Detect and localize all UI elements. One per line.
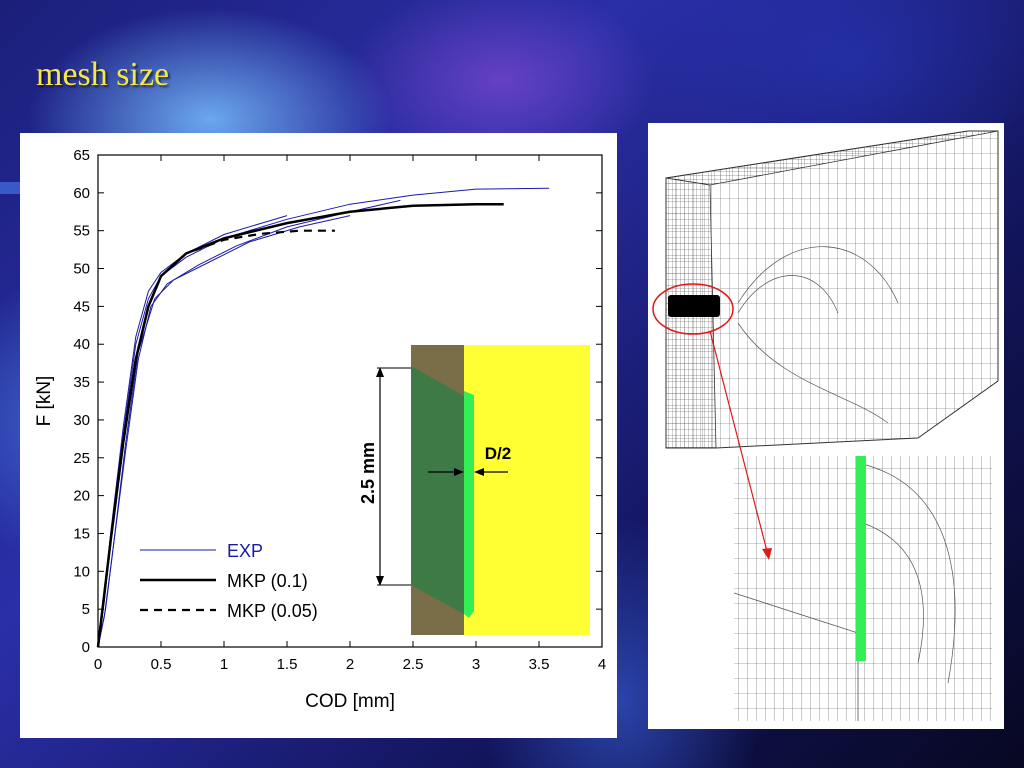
width-arrow-right [474, 468, 484, 476]
y-tick-label: 10 [73, 563, 90, 580]
dim-arrow-top [376, 367, 384, 377]
force-cod-chart: 0 0.5 1 1.5 2 2.5 3 3.5 405101520253035404550556… [34, 147, 606, 712]
y-tick-label: 40 [73, 336, 90, 353]
y-axis-label: F [kN] [34, 376, 55, 427]
decorative-bar [0, 182, 20, 194]
legend-label: EXP [227, 541, 263, 561]
y-tick-label: 55 [73, 223, 90, 240]
y-tick-label: 15 [73, 525, 90, 542]
inset-detail: 2.5 mm D/2 [358, 345, 590, 635]
y-tick-label: 45 [73, 298, 90, 315]
y-tick-label: 65 [73, 147, 90, 164]
y-tick-label: 0 [82, 639, 90, 656]
inset-green-region [411, 366, 464, 614]
chart-panel: 0 0.5 1 1.5 2 2.5 3 3.5 4 0 5 10 15 20 25 30 35 40 45 50 55 6… [20, 133, 617, 738]
x-tick-label: 2 [346, 656, 354, 673]
highlight-ellipse [652, 283, 734, 335]
dim-arrow-bottom [376, 576, 384, 586]
inset-yellow-region [464, 345, 590, 635]
width-label: D/2 [485, 444, 511, 463]
series-line-5 [96, 229, 335, 648]
width-arrow-left [454, 468, 464, 476]
legend-label: MKP (0.1) [227, 571, 308, 591]
x-tick-label: 1 [220, 656, 228, 673]
series-line-3 [97, 215, 351, 648]
x-tick-label: 3 [472, 656, 480, 673]
y-tick-label: 50 [73, 261, 90, 278]
y-tick-label: 5 [82, 601, 90, 618]
mesh-highlight-band [856, 456, 866, 661]
y-tick-label: 25 [73, 450, 90, 467]
mesh-panel [648, 123, 1004, 729]
x-tick-label: 1.5 [277, 656, 298, 673]
slide-title: mesh size [36, 56, 170, 93]
legend-label: MKP (0.05) [227, 601, 318, 621]
y-tick-label: 60 [73, 185, 90, 202]
x-tick-label: 3.5 [529, 656, 550, 673]
mesh-3d-block [652, 130, 999, 560]
y-tick-label: 35 [73, 374, 90, 391]
notch-refinement [668, 295, 720, 317]
fe-mesh-illustration [652, 130, 999, 721]
y-tick-label: 30 [73, 412, 90, 429]
inset-highlight-band [464, 391, 474, 618]
y-tick-label: 20 [73, 488, 90, 505]
x-tick-label: 0 [94, 656, 102, 673]
x-tick-label: 2.5 [403, 656, 424, 673]
dimension-label: 2.5 mm [358, 442, 378, 504]
x-axis-label: COD [mm] [305, 691, 395, 712]
x-tick-label: 4 [598, 656, 606, 673]
x-tick-label: 0.5 [151, 656, 172, 673]
mesh-zoom-detail [733, 456, 992, 721]
